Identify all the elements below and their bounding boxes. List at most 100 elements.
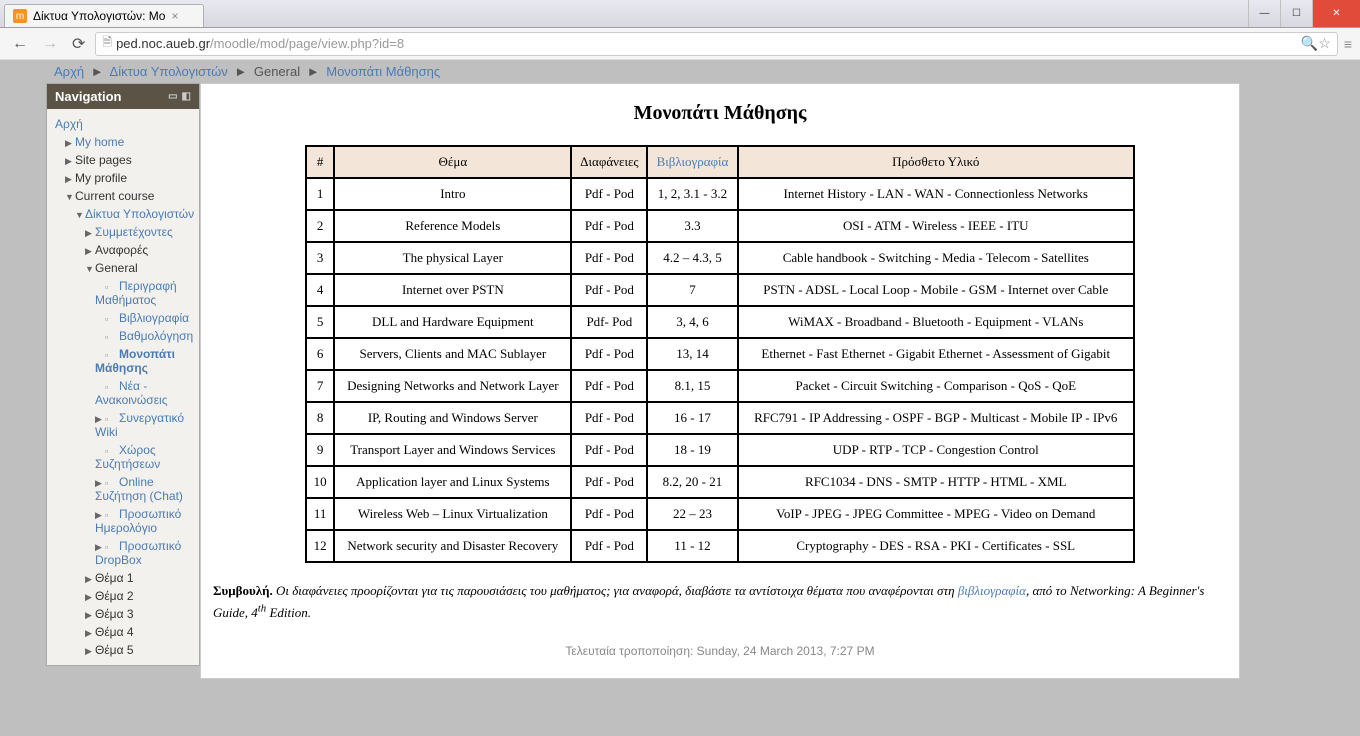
table-cell: 6 [306,338,334,370]
table-cell: Pdf - Pod [571,434,647,466]
bibliography-link[interactable]: βιβλιογραφία [958,583,1026,598]
table-cell: Cryptography - DES - RSA - PKI - Certifi… [738,530,1134,562]
table-cell: Designing Networks and Network Layer [334,370,571,402]
table-row: 12Network security and Disaster Recovery… [306,530,1134,562]
nav-item: ▶Αναφορές [51,241,195,259]
breadcrumb-link[interactable]: Δίκτυα Υπολογιστών [110,64,228,79]
nav-item[interactable]: ▶▫Συνεργατικό Wiki [51,409,195,441]
table-cell: 3, 4, 6 [647,306,737,338]
table-cell: Pdf - Pod [571,466,647,498]
nav-item[interactable]: ▶Συμμετέχοντες [51,223,195,241]
window-close-button[interactable]: ✕ [1312,0,1360,27]
table-cell: 22 – 23 [647,498,737,530]
table-cell: 7 [647,274,737,306]
table-cell: 5 [306,306,334,338]
nav-item: ▶Θέμα 3 [51,605,195,623]
page-icon: ▫ [105,314,117,324]
table-cell: PSTN - ADSL - Local Loop - Mobile - GSM … [738,274,1134,306]
block-dock-icon[interactable]: ◧ [182,91,191,102]
nav-item[interactable]: ▶▫Προσωπικό DropBox [51,537,195,569]
table-cell: Internet History - LAN - WAN - Connectio… [738,178,1134,210]
menu-icon[interactable]: ≡ [1344,36,1352,52]
forward-button[interactable]: → [38,31,62,57]
table-row: 2Reference ModelsPdf - Pod3.3OSI - ATM -… [306,210,1134,242]
nav-item: ▶Θέμα 2 [51,587,195,605]
table-cell: Pdf - Pod [571,242,647,274]
journal-icon: ▫ [105,510,117,520]
nav-item[interactable]: ▫Νέα - Ανακοινώσεις [51,377,195,409]
table-cell: 16 - 17 [647,402,737,434]
table-cell: 18 - 19 [647,434,737,466]
table-cell: OSI - ATM - Wireless - IEEE - ITU [738,210,1134,242]
back-button[interactable]: ← [8,31,32,57]
table-cell: 8.2, 20 - 21 [647,466,737,498]
table-cell: 9 [306,434,334,466]
zoom-icon[interactable]: 🔍 [1301,35,1318,52]
bibliography-header-link[interactable]: Βιβλιογραφία [657,154,729,169]
nav-item[interactable]: ▼Δίκτυα Υπολογιστών [51,205,195,223]
table-cell: 13, 14 [647,338,737,370]
folder-icon: ▫ [105,542,117,552]
table-cell: Pdf - Pod [571,402,647,434]
table-header: Διαφάνειες [571,146,647,178]
forum-icon: ▫ [105,382,117,392]
table-row: 9Transport Layer and Windows ServicesPdf… [306,434,1134,466]
window-minimize-button[interactable]: — [1248,0,1280,27]
tab-title: Δίκτυα Υπολογιστών: Μο [33,9,165,23]
table-cell: 10 [306,466,334,498]
nav-item: ▼General [51,259,195,277]
forum-icon: ▫ [105,446,117,456]
table-cell: 4 [306,274,334,306]
table-cell: Pdf - Pod [571,530,647,562]
learning-path-table: #ΘέμαΔιαφάνειεςΒιβλιογραφίαΠρόσθετο Υλικ… [305,145,1135,563]
nav-item[interactable]: ▶▫Προσωπικό Ημερολόγιο [51,505,195,537]
table-cell: Pdf- Pod [571,306,647,338]
table-cell: Cable handbook - Switching - Media - Tel… [738,242,1134,274]
favicon-icon: m [13,9,27,23]
table-cell: IP, Routing and Windows Server [334,402,571,434]
table-cell: RFC791 - IP Addressing - OSPF - BGP - Mu… [738,402,1134,434]
table-cell: Network security and Disaster Recovery [334,530,571,562]
nav-item[interactable]: ▫Βαθμολόγηση [51,327,195,345]
table-cell: Pdf - Pod [571,274,647,306]
nav-item[interactable]: ▫Μονοπάτι Μάθησης [51,345,195,377]
nav-item[interactable]: ▶▫Online Συζήτηση (Chat) [51,473,195,505]
table-cell: Internet over PSTN [334,274,571,306]
table-row: 10Application layer and Linux SystemsPdf… [306,466,1134,498]
nav-item[interactable]: ▫Περιγραφή Μαθήματος [51,277,195,309]
nav-item[interactable]: ▫Βιβλιογραφία [51,309,195,327]
block-title: Navigation [55,89,121,104]
nav-item[interactable]: Αρχή [51,115,195,133]
reload-button[interactable]: ⟳ [68,30,89,58]
table-header: # [306,146,334,178]
table-cell: Pdf - Pod [571,498,647,530]
main-content: Μονοπάτι Μάθησης #ΘέμαΔιαφάνειεςΒιβλιογρ… [200,83,1240,679]
address-bar[interactable]: 🗎 ped.noc.aueb.gr/moodle/mod/page/view.p… [95,32,1337,56]
breadcrumb-link[interactable]: Αρχή [54,64,84,79]
table-cell: 2 [306,210,334,242]
browser-toolbar: ← → ⟳ 🗎 ped.noc.aueb.gr/moodle/mod/page/… [0,28,1360,60]
browser-tab[interactable]: m Δίκτυα Υπολογιστών: Μο × [4,4,204,27]
table-cell: 3.3 [647,210,737,242]
block-hide-icon[interactable]: ▭ [168,91,177,102]
table-row: 8IP, Routing and Windows ServerPdf - Pod… [306,402,1134,434]
nav-item[interactable]: ▶My home [51,133,195,151]
table-cell: Wireless Web – Linux Virtualization [334,498,571,530]
nav-item: ▶My profile [51,169,195,187]
wiki-icon: ▫ [105,414,117,424]
tip-paragraph: Συμβουλή. Οι διαφάνειες προορίζονται για… [213,581,1227,622]
window-maximize-button[interactable]: ☐ [1280,0,1312,27]
nav-item: ▶Site pages [51,151,195,169]
tab-close-icon[interactable]: × [171,9,178,23]
table-row: 11Wireless Web – Linux VirtualizationPdf… [306,498,1134,530]
nav-item[interactable]: ▫Χώρος Συζητήσεων [51,441,195,473]
navigation-block: Navigation ▭ ◧ Αρχή▶My home▶Site pages▶M… [46,83,200,666]
table-cell: Application layer and Linux Systems [334,466,571,498]
table-row: 1IntroPdf - Pod1, 2, 3.1 - 3.2Internet H… [306,178,1134,210]
table-row: 5DLL and Hardware EquipmentPdf- Pod3, 4,… [306,306,1134,338]
nav-item: ▼Current course [51,187,195,205]
breadcrumb-link[interactable]: Μονοπάτι Μάθησης [326,64,440,79]
table-cell: Intro [334,178,571,210]
bookmark-icon[interactable]: ☆ [1318,35,1331,52]
page-title: Μονοπάτι Μάθησης [207,102,1233,125]
